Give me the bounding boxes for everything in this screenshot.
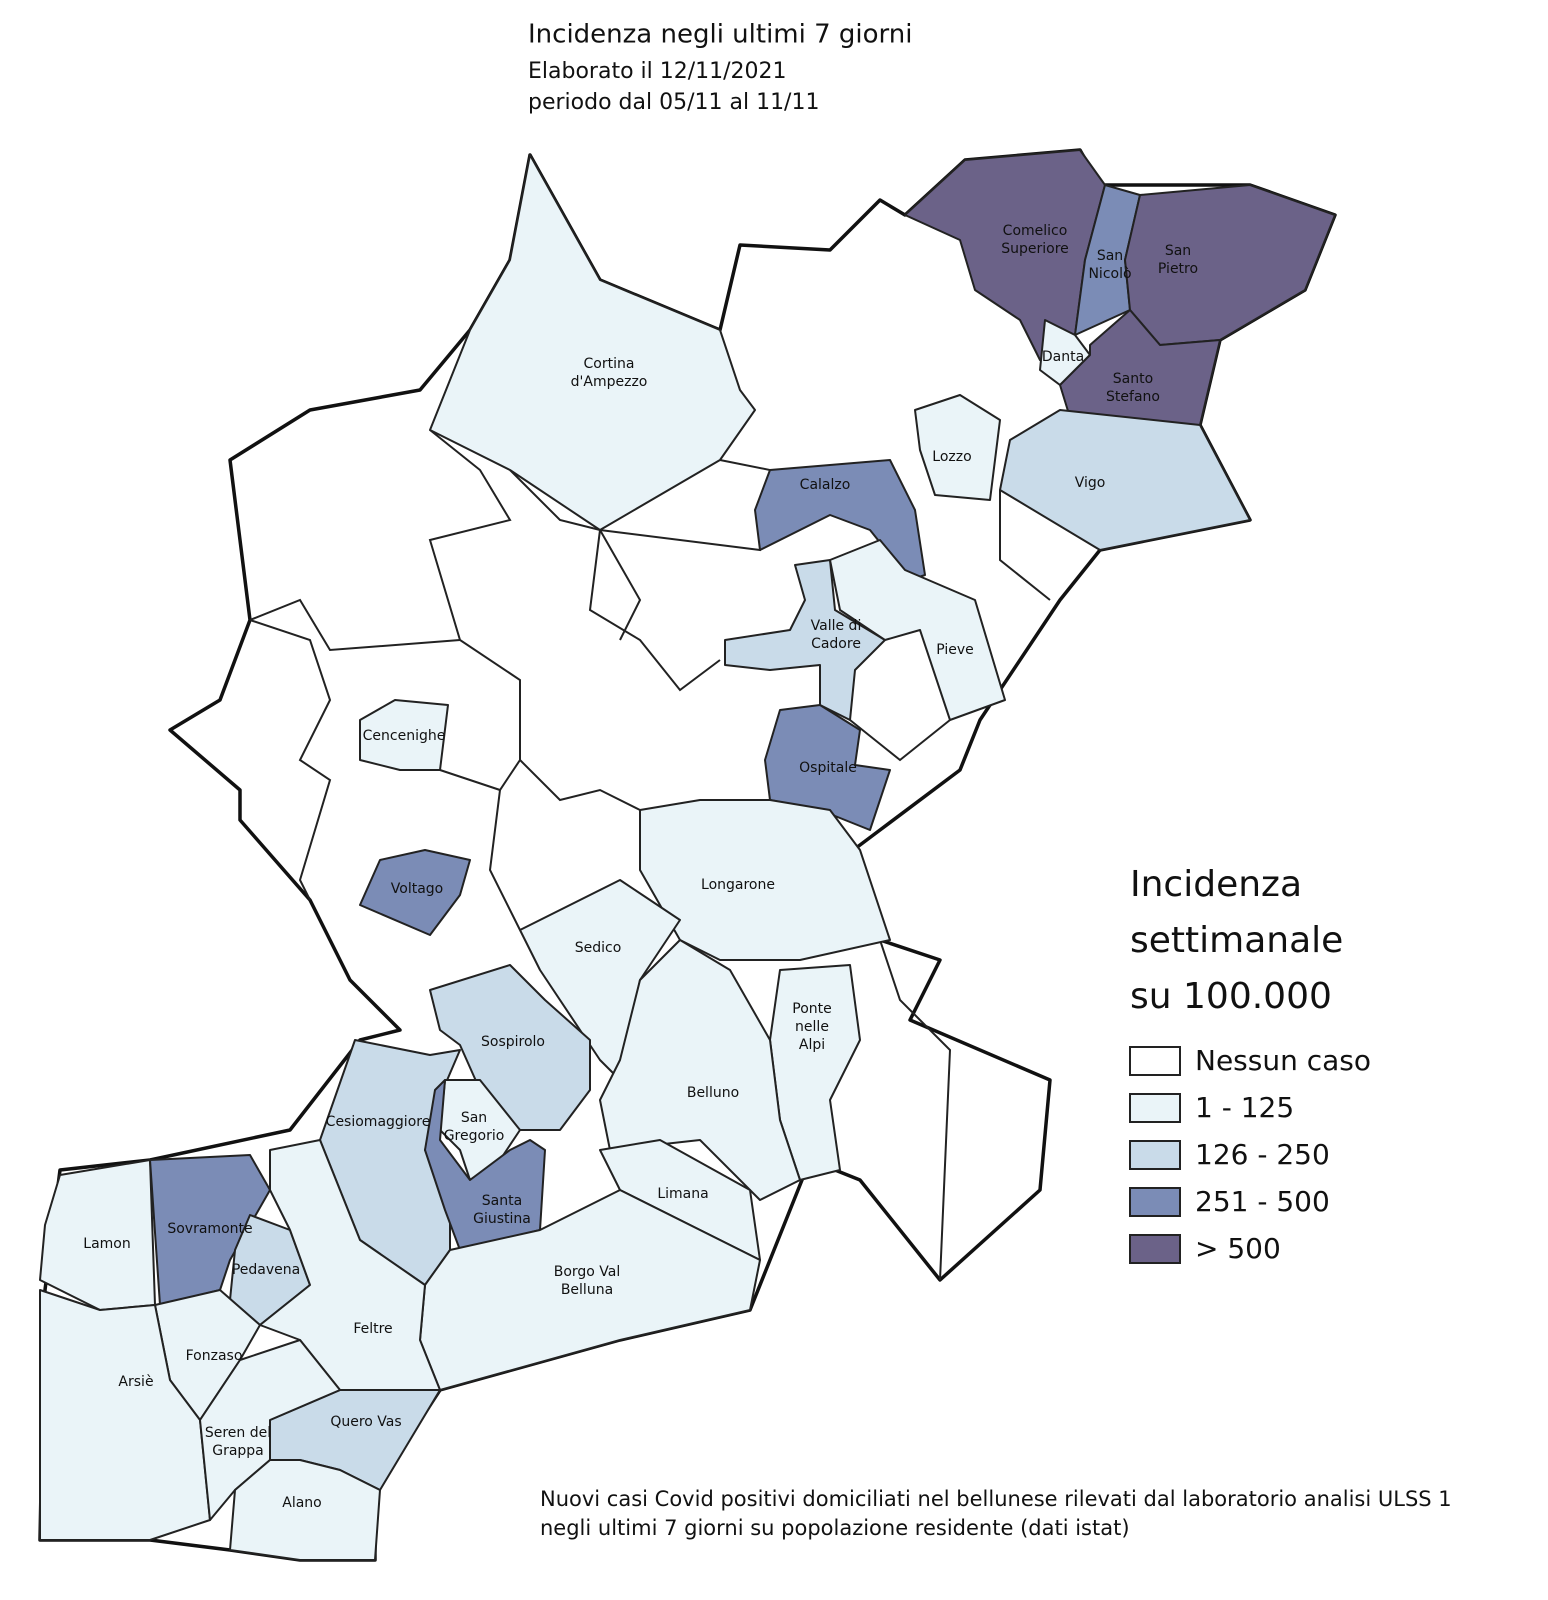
municipality-label: Cadore xyxy=(811,636,861,652)
municipality-label: Grappa xyxy=(212,1443,264,1459)
legend: Nessun caso 1 - 125 126 - 250 251 - 500 > 50… xyxy=(1129,1044,1371,1265)
title: Incidenza negli ultimi 7 giorni xyxy=(528,20,913,50)
legend-swatch xyxy=(1129,1234,1181,1264)
municipality-label: Danta xyxy=(1042,349,1084,365)
municipality xyxy=(829,539,1006,721)
municipality-label: Alpi xyxy=(799,1037,825,1053)
municipality-label: Superiore xyxy=(1001,241,1069,257)
legend-swatch xyxy=(1129,1046,1181,1076)
municipality-label: Sovramonte xyxy=(167,1221,252,1237)
legend-label: 1 - 125 xyxy=(1195,1091,1294,1124)
municipality-label: Feltre xyxy=(353,1321,392,1337)
legend-swatch xyxy=(1129,1093,1181,1123)
municipality-label: Gregorio xyxy=(444,1128,505,1144)
municipality-label: Fonzaso xyxy=(186,1348,243,1364)
municipality-label: Nicolò xyxy=(1088,266,1131,282)
legend-title: settimanale xyxy=(1130,920,1343,961)
legend-label: 251 - 500 xyxy=(1195,1185,1330,1218)
legend-label: > 500 xyxy=(1195,1232,1281,1265)
municipality-label: Pieve xyxy=(936,642,974,658)
municipality-label: Longarone xyxy=(701,877,775,893)
municipality-label: Valle di xyxy=(811,618,862,634)
municipality xyxy=(999,409,1251,551)
legend-label: Nessun caso xyxy=(1195,1044,1371,1077)
municipality-label: Santa xyxy=(482,1193,522,1209)
legend-title: Incidenza xyxy=(1130,864,1302,905)
municipality xyxy=(724,559,886,721)
municipality-label: Calalzo xyxy=(800,477,851,493)
municipality xyxy=(359,849,471,936)
municipality-label: d'Ampezzo xyxy=(571,374,648,390)
municipality-label: Cencenighe xyxy=(363,728,446,744)
municipality-labels: Comelico Superiore San Nicolò San Pietro Danta… xyxy=(83,223,1198,1511)
legend-title: su 100.000 xyxy=(1130,976,1332,1017)
municipality-label: Voltago xyxy=(391,881,443,897)
footnote: negli ultimi 7 giorni su popolazione res… xyxy=(540,1516,1130,1540)
municipality-label: Sedico xyxy=(575,940,622,956)
municipality-label: Seren del xyxy=(205,1425,271,1441)
municipality-label: Belluno xyxy=(687,1085,739,1101)
municipality-label: San xyxy=(1165,243,1191,259)
subtitle: periodo dal 05/11 al 11/11 xyxy=(528,90,819,115)
municipality xyxy=(424,1079,546,1251)
municipality-label: Stefano xyxy=(1106,389,1160,405)
municipality-label: Lozzo xyxy=(932,449,971,465)
municipality-label: Vigo xyxy=(1075,475,1106,491)
legend-swatch xyxy=(1129,1187,1181,1217)
municipality-label: Pedavena xyxy=(232,1262,300,1278)
municipality-label: Giustina xyxy=(473,1211,531,1227)
municipality-label: Cortina xyxy=(584,356,635,372)
municipality xyxy=(429,154,756,531)
municipality-label: Comelico xyxy=(1003,223,1068,239)
internal-borders xyxy=(249,429,1051,1281)
municipality-label: Arsiè xyxy=(118,1374,153,1390)
municipality-label: Santo xyxy=(1113,371,1153,387)
municipality-label: Borgo Val xyxy=(554,1264,621,1280)
municipality xyxy=(599,939,801,1201)
municipality-label: Lamon xyxy=(83,1236,130,1252)
municipality xyxy=(39,1159,156,1311)
municipality-label: San xyxy=(1097,248,1123,264)
municipality xyxy=(764,704,891,831)
municipality-label: Cesiomaggiore xyxy=(326,1114,431,1130)
municipality xyxy=(229,1459,381,1561)
municipality xyxy=(429,964,591,1131)
municipality-label: Limana xyxy=(657,1186,708,1202)
footnote: Nuovi casi Covid positivi domiciliati ne… xyxy=(540,1487,1452,1511)
legend-swatch xyxy=(1129,1140,1181,1170)
municipality xyxy=(1124,184,1336,346)
municipality xyxy=(359,699,449,771)
municipality-label: Belluna xyxy=(561,1282,613,1298)
municipality-label: Ponte xyxy=(792,1001,831,1017)
municipality-label: Ospitale xyxy=(799,760,857,776)
subtitle: Elaborato il 12/11/2021 xyxy=(528,59,787,84)
municipality-label: Pietro xyxy=(1158,261,1198,277)
municipality xyxy=(199,1339,341,1521)
municipality-label: San xyxy=(461,1110,487,1126)
municipalities xyxy=(39,149,1336,1561)
municipality-label: Alano xyxy=(282,1495,321,1511)
municipality-label: Quero Vas xyxy=(330,1414,401,1430)
municipality xyxy=(914,394,1001,501)
municipality-label: nelle xyxy=(795,1019,829,1035)
legend-label: 126 - 250 xyxy=(1195,1138,1330,1171)
municipality-label: Sospirolo xyxy=(481,1034,545,1050)
